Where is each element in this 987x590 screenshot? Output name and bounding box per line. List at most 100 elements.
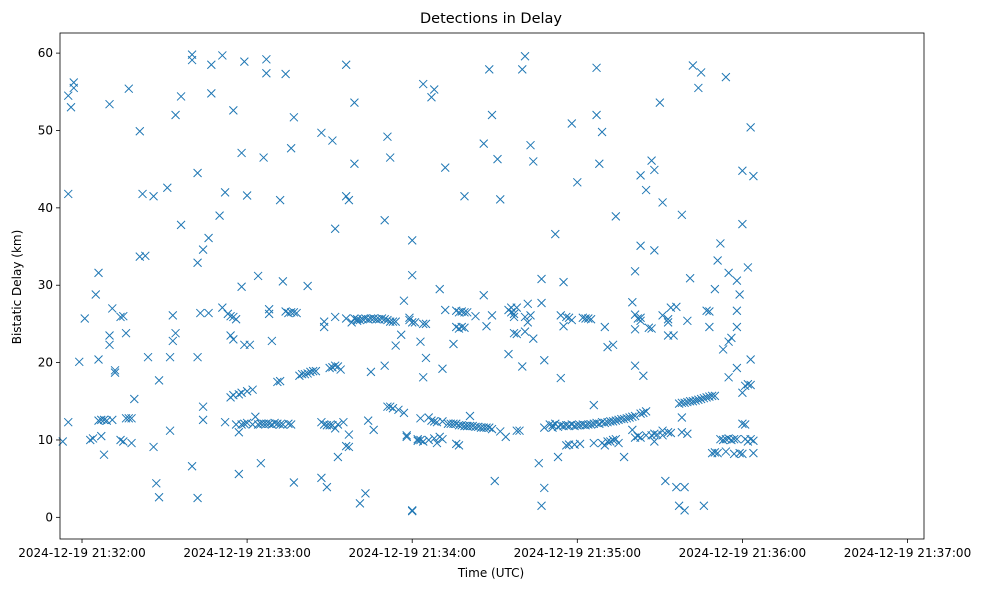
data-point xyxy=(732,322,742,332)
data-point xyxy=(278,277,288,286)
data-point xyxy=(627,297,637,307)
data-point xyxy=(154,376,164,385)
data-point xyxy=(559,321,568,331)
data-point xyxy=(237,282,246,292)
data-point xyxy=(660,476,670,486)
data-point xyxy=(96,431,106,441)
data-point xyxy=(713,256,722,265)
data-point xyxy=(729,434,739,444)
data-point xyxy=(663,314,673,324)
data-point xyxy=(242,418,252,428)
data-point xyxy=(504,349,513,359)
data-point xyxy=(738,449,747,459)
data-point xyxy=(517,65,527,74)
data-point xyxy=(273,377,282,387)
data-point xyxy=(88,434,98,443)
data-point xyxy=(234,469,244,479)
data-point xyxy=(110,368,120,378)
data-point xyxy=(575,439,585,449)
x-tick-label: 2024-12-19 21:35:00 xyxy=(514,546,641,560)
data-point xyxy=(168,336,178,346)
data-point xyxy=(366,367,376,377)
data-point xyxy=(248,385,257,395)
x-tick-label: 2024-12-19 21:34:00 xyxy=(348,546,475,560)
data-point xyxy=(537,298,546,308)
data-point xyxy=(129,394,139,404)
data-point xyxy=(107,304,117,313)
data-point xyxy=(165,352,175,362)
data-point xyxy=(369,425,379,435)
data-point xyxy=(669,331,678,340)
data-point xyxy=(226,331,235,340)
data-point xyxy=(636,241,645,251)
data-point xyxy=(559,277,568,287)
data-point xyxy=(355,499,365,508)
data-point xyxy=(333,452,343,462)
data-point xyxy=(330,312,340,322)
data-point xyxy=(487,424,497,434)
data-point xyxy=(105,331,114,340)
data-point xyxy=(435,284,445,294)
data-point xyxy=(608,417,618,426)
data-point xyxy=(394,405,403,415)
data-point xyxy=(702,306,711,316)
data-point xyxy=(99,450,109,460)
data-point xyxy=(732,363,742,373)
data-point xyxy=(187,55,197,65)
x-tick-label: 2024-12-19 21:33:00 xyxy=(183,546,310,560)
data-point xyxy=(322,482,332,492)
data-point xyxy=(457,322,467,332)
data-point xyxy=(429,85,439,94)
data-point xyxy=(479,290,489,300)
data-point xyxy=(490,476,500,486)
data-point xyxy=(619,414,629,424)
data-point xyxy=(245,340,255,350)
data-point xyxy=(605,437,615,446)
data-point xyxy=(724,337,733,347)
x-axis-label: Time (UTC) xyxy=(457,566,524,580)
data-point xyxy=(198,402,208,412)
data-point xyxy=(501,432,511,442)
data-point xyxy=(680,482,689,492)
data-point xyxy=(391,341,401,350)
data-point xyxy=(275,376,285,386)
data-point xyxy=(630,266,640,276)
data-point xyxy=(383,132,392,142)
data-point xyxy=(396,330,406,340)
data-point xyxy=(484,65,494,74)
data-point xyxy=(641,406,651,416)
data-point xyxy=(237,388,246,398)
data-point xyxy=(614,438,623,448)
data-point xyxy=(429,434,439,443)
data-point xyxy=(688,61,698,70)
data-point xyxy=(721,447,731,456)
data-point xyxy=(380,314,390,324)
data-point xyxy=(317,473,326,483)
data-point xyxy=(176,220,186,230)
data-point xyxy=(482,423,491,432)
data-point xyxy=(105,99,114,109)
data-point xyxy=(206,60,216,70)
data-point xyxy=(193,258,202,268)
y-axis-label: Bistatic Delay (km) xyxy=(10,230,24,345)
x-axis-ticks: 2024-12-19 21:32:00 2024-12-19 21:33:00 20… xyxy=(18,539,971,560)
data-point xyxy=(424,435,434,445)
data-point xyxy=(696,68,706,77)
data-point xyxy=(520,312,530,322)
data-point xyxy=(162,183,172,193)
data-point xyxy=(493,154,502,164)
data-point xyxy=(534,458,544,468)
data-point xyxy=(429,417,439,426)
data-point xyxy=(638,371,648,381)
data-point xyxy=(685,273,695,283)
data-point xyxy=(699,393,709,403)
data-point xyxy=(383,402,392,412)
data-point xyxy=(710,391,720,401)
data-point xyxy=(267,336,277,346)
data-point xyxy=(138,189,147,199)
data-point xyxy=(74,357,84,367)
data-point xyxy=(603,342,612,352)
data-point xyxy=(683,316,692,326)
data-point xyxy=(479,139,489,148)
data-point xyxy=(724,268,733,278)
